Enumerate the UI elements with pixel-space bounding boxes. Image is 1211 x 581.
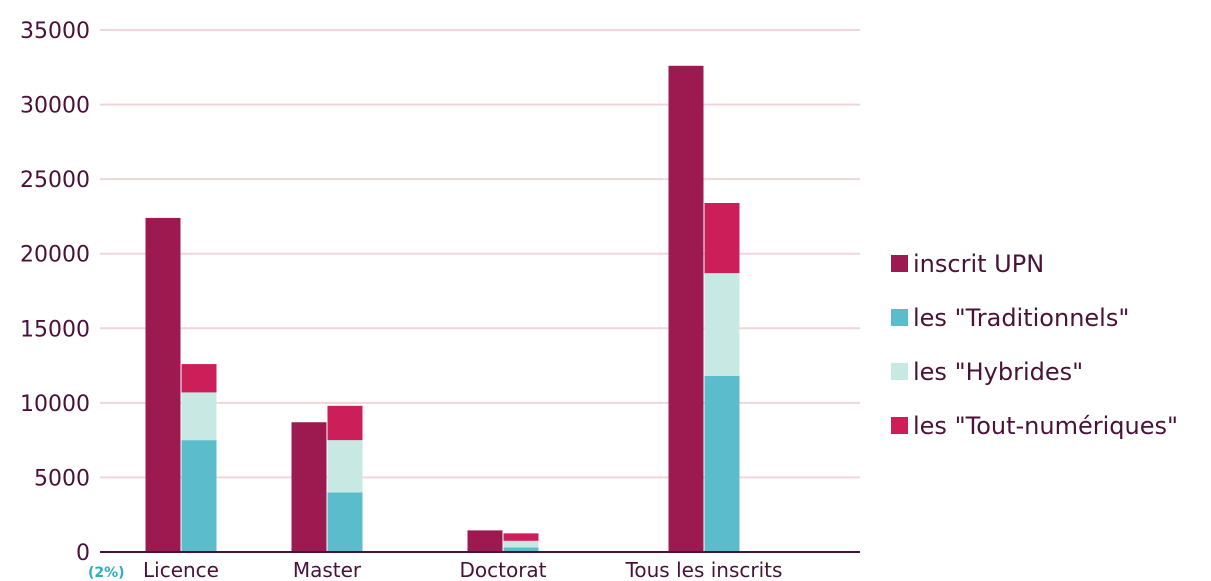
- legend-label: les "Hybrides": [913, 358, 1083, 386]
- bar: [145, 217, 181, 553]
- legend-label: les "Tout-numériques": [913, 412, 1178, 440]
- bar: [668, 65, 704, 553]
- bar: [704, 376, 740, 552]
- bar: [327, 440, 363, 493]
- bar: [503, 533, 539, 541]
- bars: [145, 65, 740, 553]
- bar: [704, 273, 740, 377]
- bar: [327, 405, 363, 441]
- bar: [181, 440, 217, 552]
- y-tick-label: 35000: [20, 19, 90, 44]
- x-tick-label: Tous les inscrits: [625, 558, 783, 581]
- y-tick-label: 10000: [20, 392, 90, 417]
- legend: inscrit UPN les "Traditionnels" les "Hybri…: [891, 250, 1178, 440]
- bar: [181, 364, 217, 393]
- y-tick-label: 15000: [20, 317, 90, 342]
- y-tick-label: 20000: [20, 243, 90, 268]
- bar: [503, 540, 539, 548]
- bar: [704, 203, 740, 274]
- bar: [467, 530, 503, 552]
- y-axis: 0 5000 10000 15000 20000 25000 30000 35000: [20, 19, 90, 566]
- legend-swatch: [891, 255, 908, 272]
- x-tick-label: Master: [293, 558, 362, 581]
- y-tick-label: 0: [76, 541, 90, 566]
- grid: [100, 29, 860, 479]
- bar: [181, 392, 217, 441]
- y-tick-label: 25000: [20, 168, 90, 193]
- legend-swatch: [891, 417, 908, 434]
- bar: [327, 492, 363, 552]
- y-tick-label: 30000: [20, 94, 90, 119]
- legend-swatch: [891, 363, 908, 380]
- bar: [503, 547, 539, 552]
- x-tick-label: Doctorat: [459, 558, 546, 581]
- legend-label: inscrit UPN: [913, 250, 1044, 278]
- legend-label: les "Traditionnels": [913, 304, 1129, 332]
- y-tick-label: 5000: [34, 466, 90, 491]
- bar: [291, 422, 327, 552]
- legend-swatch: [891, 309, 908, 326]
- x-axis: Licence Master Doctorat Tous les inscrits: [143, 558, 782, 581]
- x-tick-label: Licence: [143, 558, 219, 581]
- note-label: (2%): [88, 565, 125, 581]
